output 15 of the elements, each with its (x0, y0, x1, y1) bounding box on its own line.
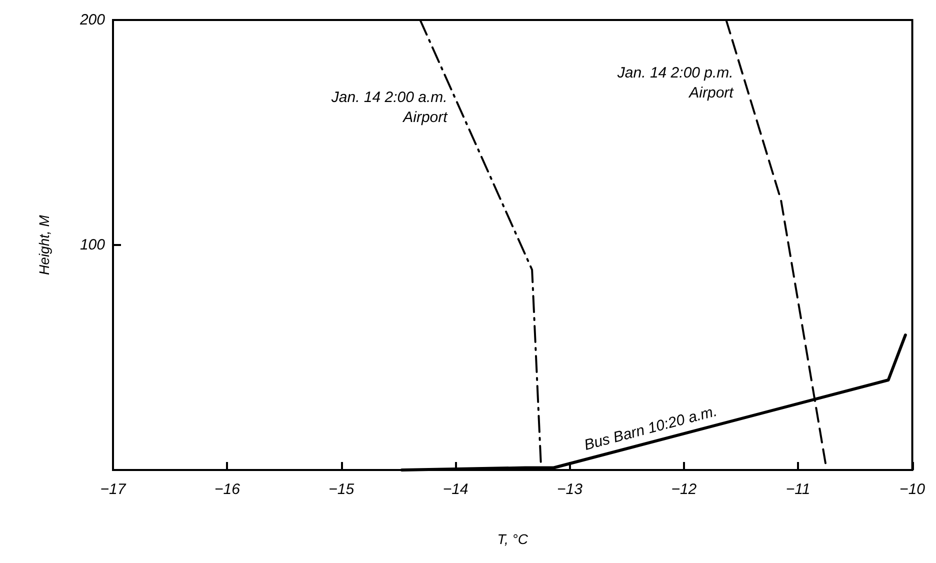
x-tick-label: −12 (671, 481, 698, 498)
text: Bus Barn 10:20 a.m. (582, 402, 719, 454)
y-tick-label: 200 (78, 12, 106, 28)
x-axis-title: T, °C (497, 531, 529, 547)
series-label: Jan. 14 2:00 p.m. Airport (616, 64, 734, 102)
x-tick-label: −16 (214, 481, 241, 498)
y-tick-label: 100 (80, 236, 106, 254)
x-tick-label: −10 (900, 481, 926, 498)
x-tick-label: −11 (786, 481, 810, 498)
x-tick-label: −17 (100, 481, 126, 498)
x-tick-label: −13 (557, 481, 584, 498)
y-axis-title: Height, M (36, 214, 52, 275)
series-label: Jan. 14 2:00 a.m. Airport (330, 88, 448, 126)
x-tick-label: −15 (328, 481, 355, 498)
x-tick-label: −14 (442, 481, 468, 498)
